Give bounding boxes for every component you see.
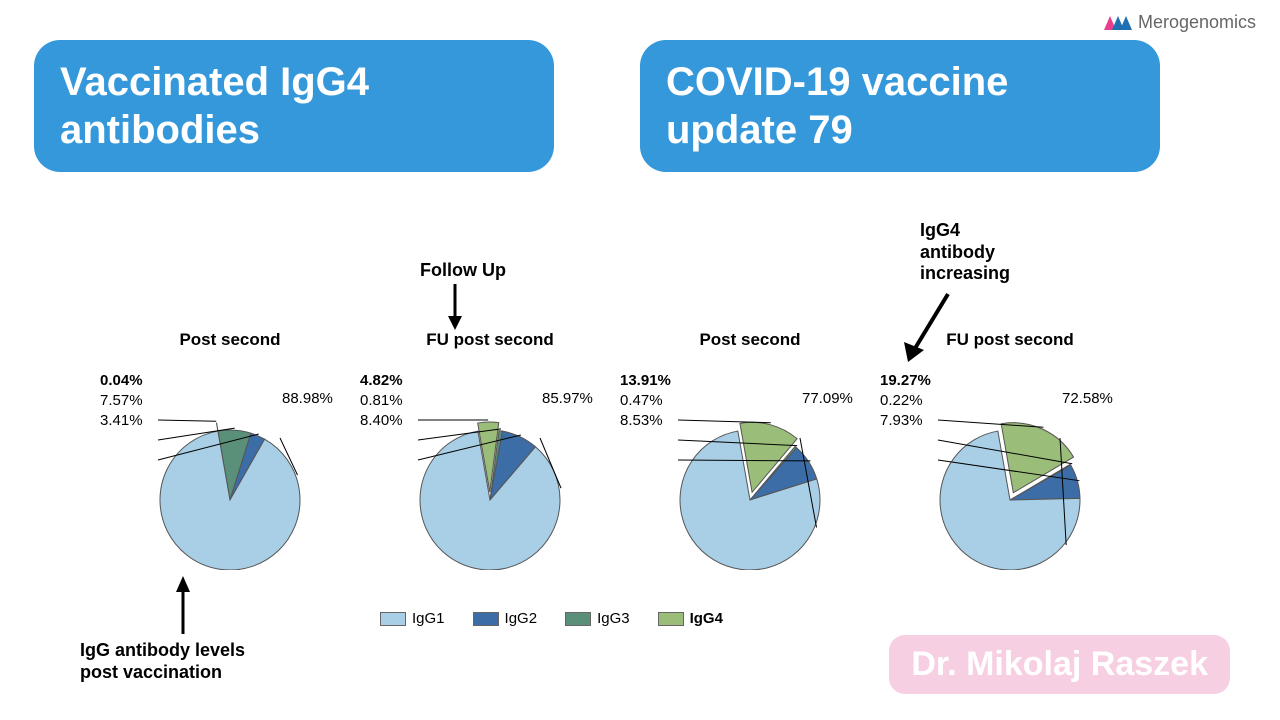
pie-label-left-2: 3.41% <box>100 412 143 429</box>
annotation-followup: Follow Up <box>420 260 506 282</box>
pie-title: FU post second <box>900 330 1120 350</box>
author-badge: Dr. Mikolaj Raszek <box>889 635 1230 694</box>
title-left: Vaccinated IgG4 antibodies <box>34 40 554 172</box>
title-right: COVID-19 vaccine update 79 <box>640 40 1160 172</box>
pie-0: Post second0.04%7.57%3.41%88.98% <box>120 330 340 570</box>
legend-label: IgG4 <box>690 610 723 627</box>
arrow-igg-levels <box>168 576 198 636</box>
legend-label: IgG3 <box>597 610 630 627</box>
legend-swatch <box>658 612 684 626</box>
pie-label-left-2: 8.53% <box>620 412 663 429</box>
pie-1: FU post second4.82%0.81%8.40%85.97% <box>380 330 600 570</box>
pie-label-left-1: 7.57% <box>100 392 143 409</box>
legend: IgG1 IgG2 IgG3 IgG4 <box>380 610 723 627</box>
legend-label: IgG1 <box>412 610 445 627</box>
pie-label-right: 77.09% <box>802 390 853 407</box>
pie-title: Post second <box>120 330 340 350</box>
pie-label-left-0: 13.91% <box>620 372 671 389</box>
annotation-igg4-increasing: IgG4antibodyincreasing <box>920 220 1010 285</box>
legend-item-igg3: IgG3 <box>565 610 630 627</box>
pie-label-left-1: 0.81% <box>360 392 403 409</box>
pie-label-right: 88.98% <box>282 390 333 407</box>
legend-swatch <box>565 612 591 626</box>
pie-title: Post second <box>640 330 860 350</box>
brand-logo: Merogenomics <box>1104 12 1256 33</box>
legend-label: IgG2 <box>505 610 538 627</box>
pie-label-left-1: 0.22% <box>880 392 923 409</box>
pie-label-left-0: 19.27% <box>880 372 931 389</box>
legend-swatch <box>380 612 406 626</box>
pie-label-left-0: 0.04% <box>100 372 143 389</box>
pie-label-right: 72.58% <box>1062 390 1113 407</box>
pie-label-left-2: 7.93% <box>880 412 923 429</box>
annotation-igg-levels: IgG antibody levelspost vaccination <box>80 640 245 683</box>
pie-3: FU post second19.27%0.22%7.93%72.58% <box>900 330 1120 570</box>
logo-tri-3 <box>1120 16 1132 30</box>
legend-item-igg1: IgG1 <box>380 610 445 627</box>
logo-text: Merogenomics <box>1138 12 1256 33</box>
pie-label-left-2: 8.40% <box>360 412 403 429</box>
pie-label-left-1: 0.47% <box>620 392 663 409</box>
legend-swatch <box>473 612 499 626</box>
legend-item-igg4: IgG4 <box>658 610 723 627</box>
pie-label-right: 85.97% <box>542 390 593 407</box>
pie-2: Post second13.91%0.47%8.53%77.09% <box>640 330 860 570</box>
logo-mark <box>1104 16 1132 30</box>
pie-label-left-0: 4.82% <box>360 372 403 389</box>
legend-item-igg2: IgG2 <box>473 610 538 627</box>
pie-title: FU post second <box>380 330 600 350</box>
arrow-followup <box>440 284 470 330</box>
